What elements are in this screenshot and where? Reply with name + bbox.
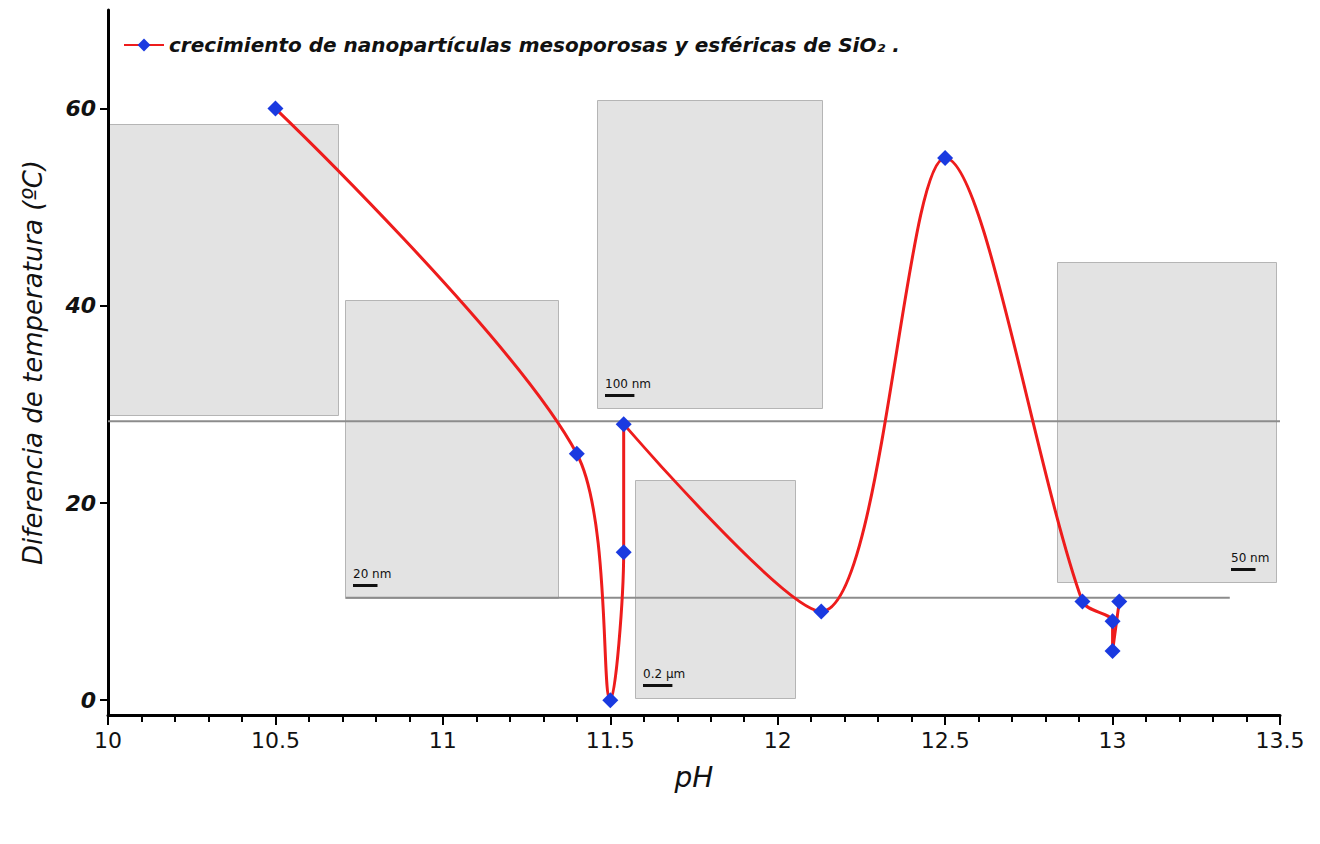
svg-text:13.5: 13.5 [1256, 728, 1305, 753]
svg-text:12: 12 [764, 728, 792, 753]
svg-text:pH: pH [674, 761, 714, 794]
svg-text:10.5: 10.5 [251, 728, 300, 753]
svg-text:12.5: 12.5 [921, 728, 970, 753]
svg-text:10: 10 [94, 728, 122, 753]
svg-text:50 nm: 50 nm [1231, 551, 1269, 565]
svg-text:40: 40 [64, 293, 96, 318]
svg-text:20: 20 [65, 491, 96, 516]
svg-text:0: 0 [81, 688, 96, 713]
svg-text:11: 11 [429, 728, 457, 753]
svg-text:60: 60 [65, 96, 96, 121]
svg-text:0.2 µm: 0.2 µm [643, 667, 685, 681]
svg-text:20 nm: 20 nm [353, 567, 391, 581]
svg-text:11.5: 11.5 [586, 728, 635, 753]
svg-text:crecimiento de nanopartículas: crecimiento de nanopartículas mesoporosa… [169, 33, 900, 57]
svg-text:13: 13 [1099, 728, 1127, 753]
svg-text:Diferencia de temperatura (ºC): Diferencia de temperatura (ºC) [18, 160, 48, 565]
svg-text:100 nm: 100 nm [605, 377, 651, 391]
